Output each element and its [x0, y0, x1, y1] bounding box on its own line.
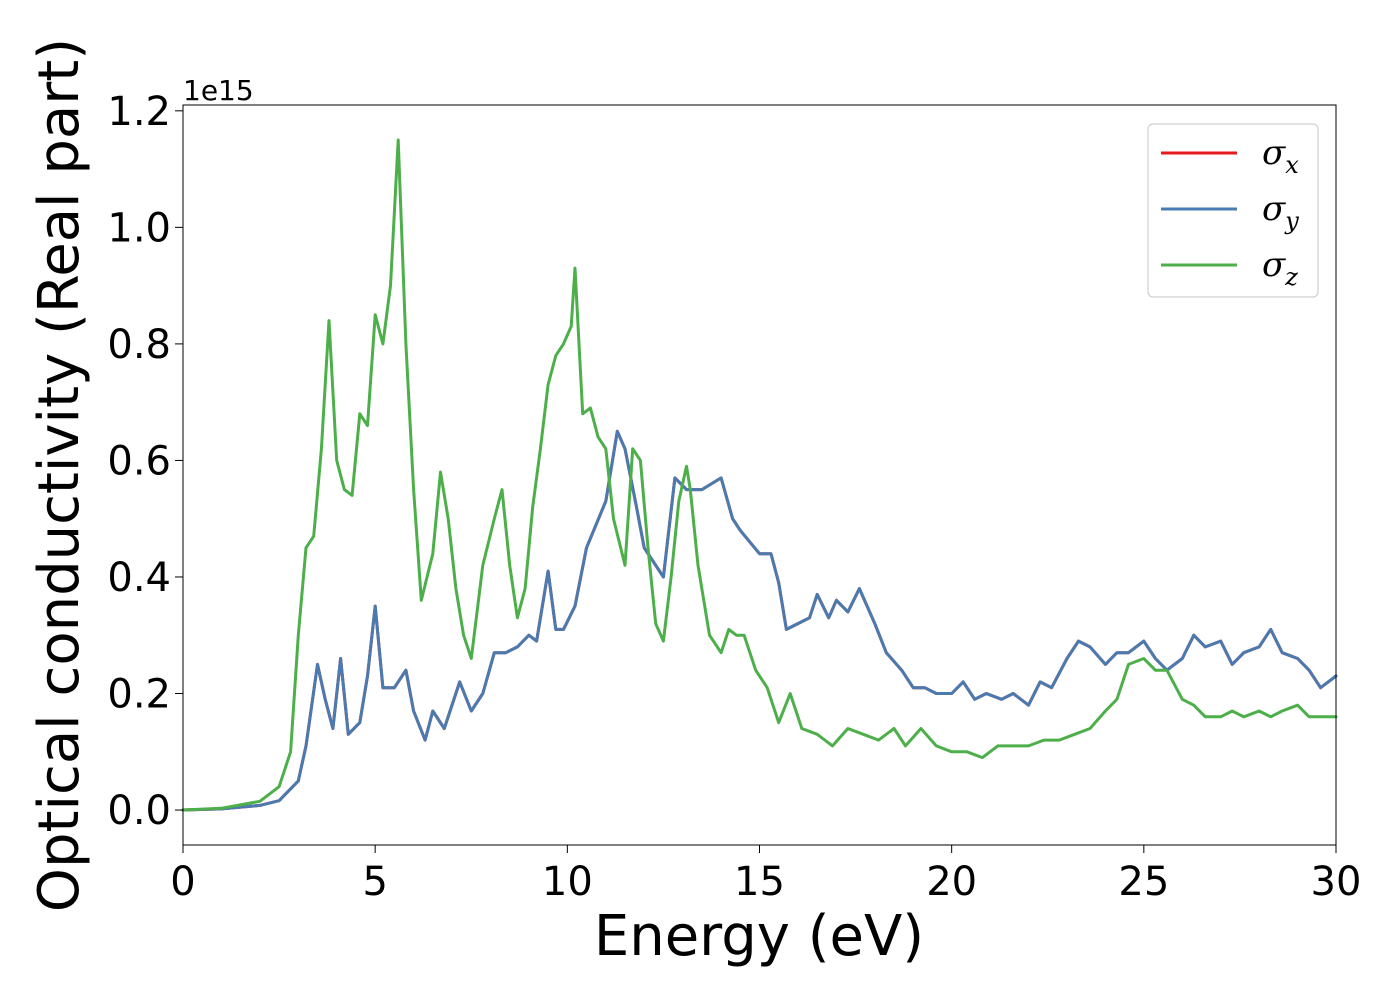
x-axis: 0 5 10 15 20 25 30 — [170, 845, 1361, 905]
y-tick-label: 0.8 — [107, 322, 171, 368]
x-tick-label: 15 — [734, 859, 785, 905]
x-tick-label: 25 — [1118, 859, 1169, 905]
y-offset-label: 1e15 — [183, 74, 254, 107]
y-tick-label: 0.2 — [107, 672, 171, 718]
y-tick-label: 1.2 — [107, 89, 171, 135]
legend-label-y: σy — [1262, 189, 1299, 235]
x-tick-label: 0 — [170, 859, 195, 905]
x-tick-label: 30 — [1311, 859, 1362, 905]
y-tick-label: 0.6 — [107, 438, 171, 484]
y-axis: 0.0 0.2 0.4 0.6 0.8 1.0 1.2 — [107, 89, 183, 834]
y-tick-label: 0.4 — [107, 555, 171, 601]
x-tick-label: 20 — [926, 859, 977, 905]
legend-label-x: σx — [1262, 133, 1299, 179]
legend-label-z: σz — [1262, 245, 1298, 291]
x-tick-label: 10 — [542, 859, 593, 905]
y-tick-label: 1.0 — [107, 205, 171, 251]
series-layer — [181, 138, 1338, 812]
plot-area — [183, 105, 1336, 845]
y-tick-label: 0.0 — [107, 788, 171, 834]
legend: σx σy σz — [1147, 123, 1319, 298]
series-line-y — [181, 429, 1338, 812]
series-line-z — [181, 138, 1338, 812]
x-tick-label: 5 — [362, 859, 387, 905]
y-axis-label: Optical conductivity (Real part) — [27, 38, 92, 912]
x-axis-label: Energy (eV) — [594, 904, 924, 969]
